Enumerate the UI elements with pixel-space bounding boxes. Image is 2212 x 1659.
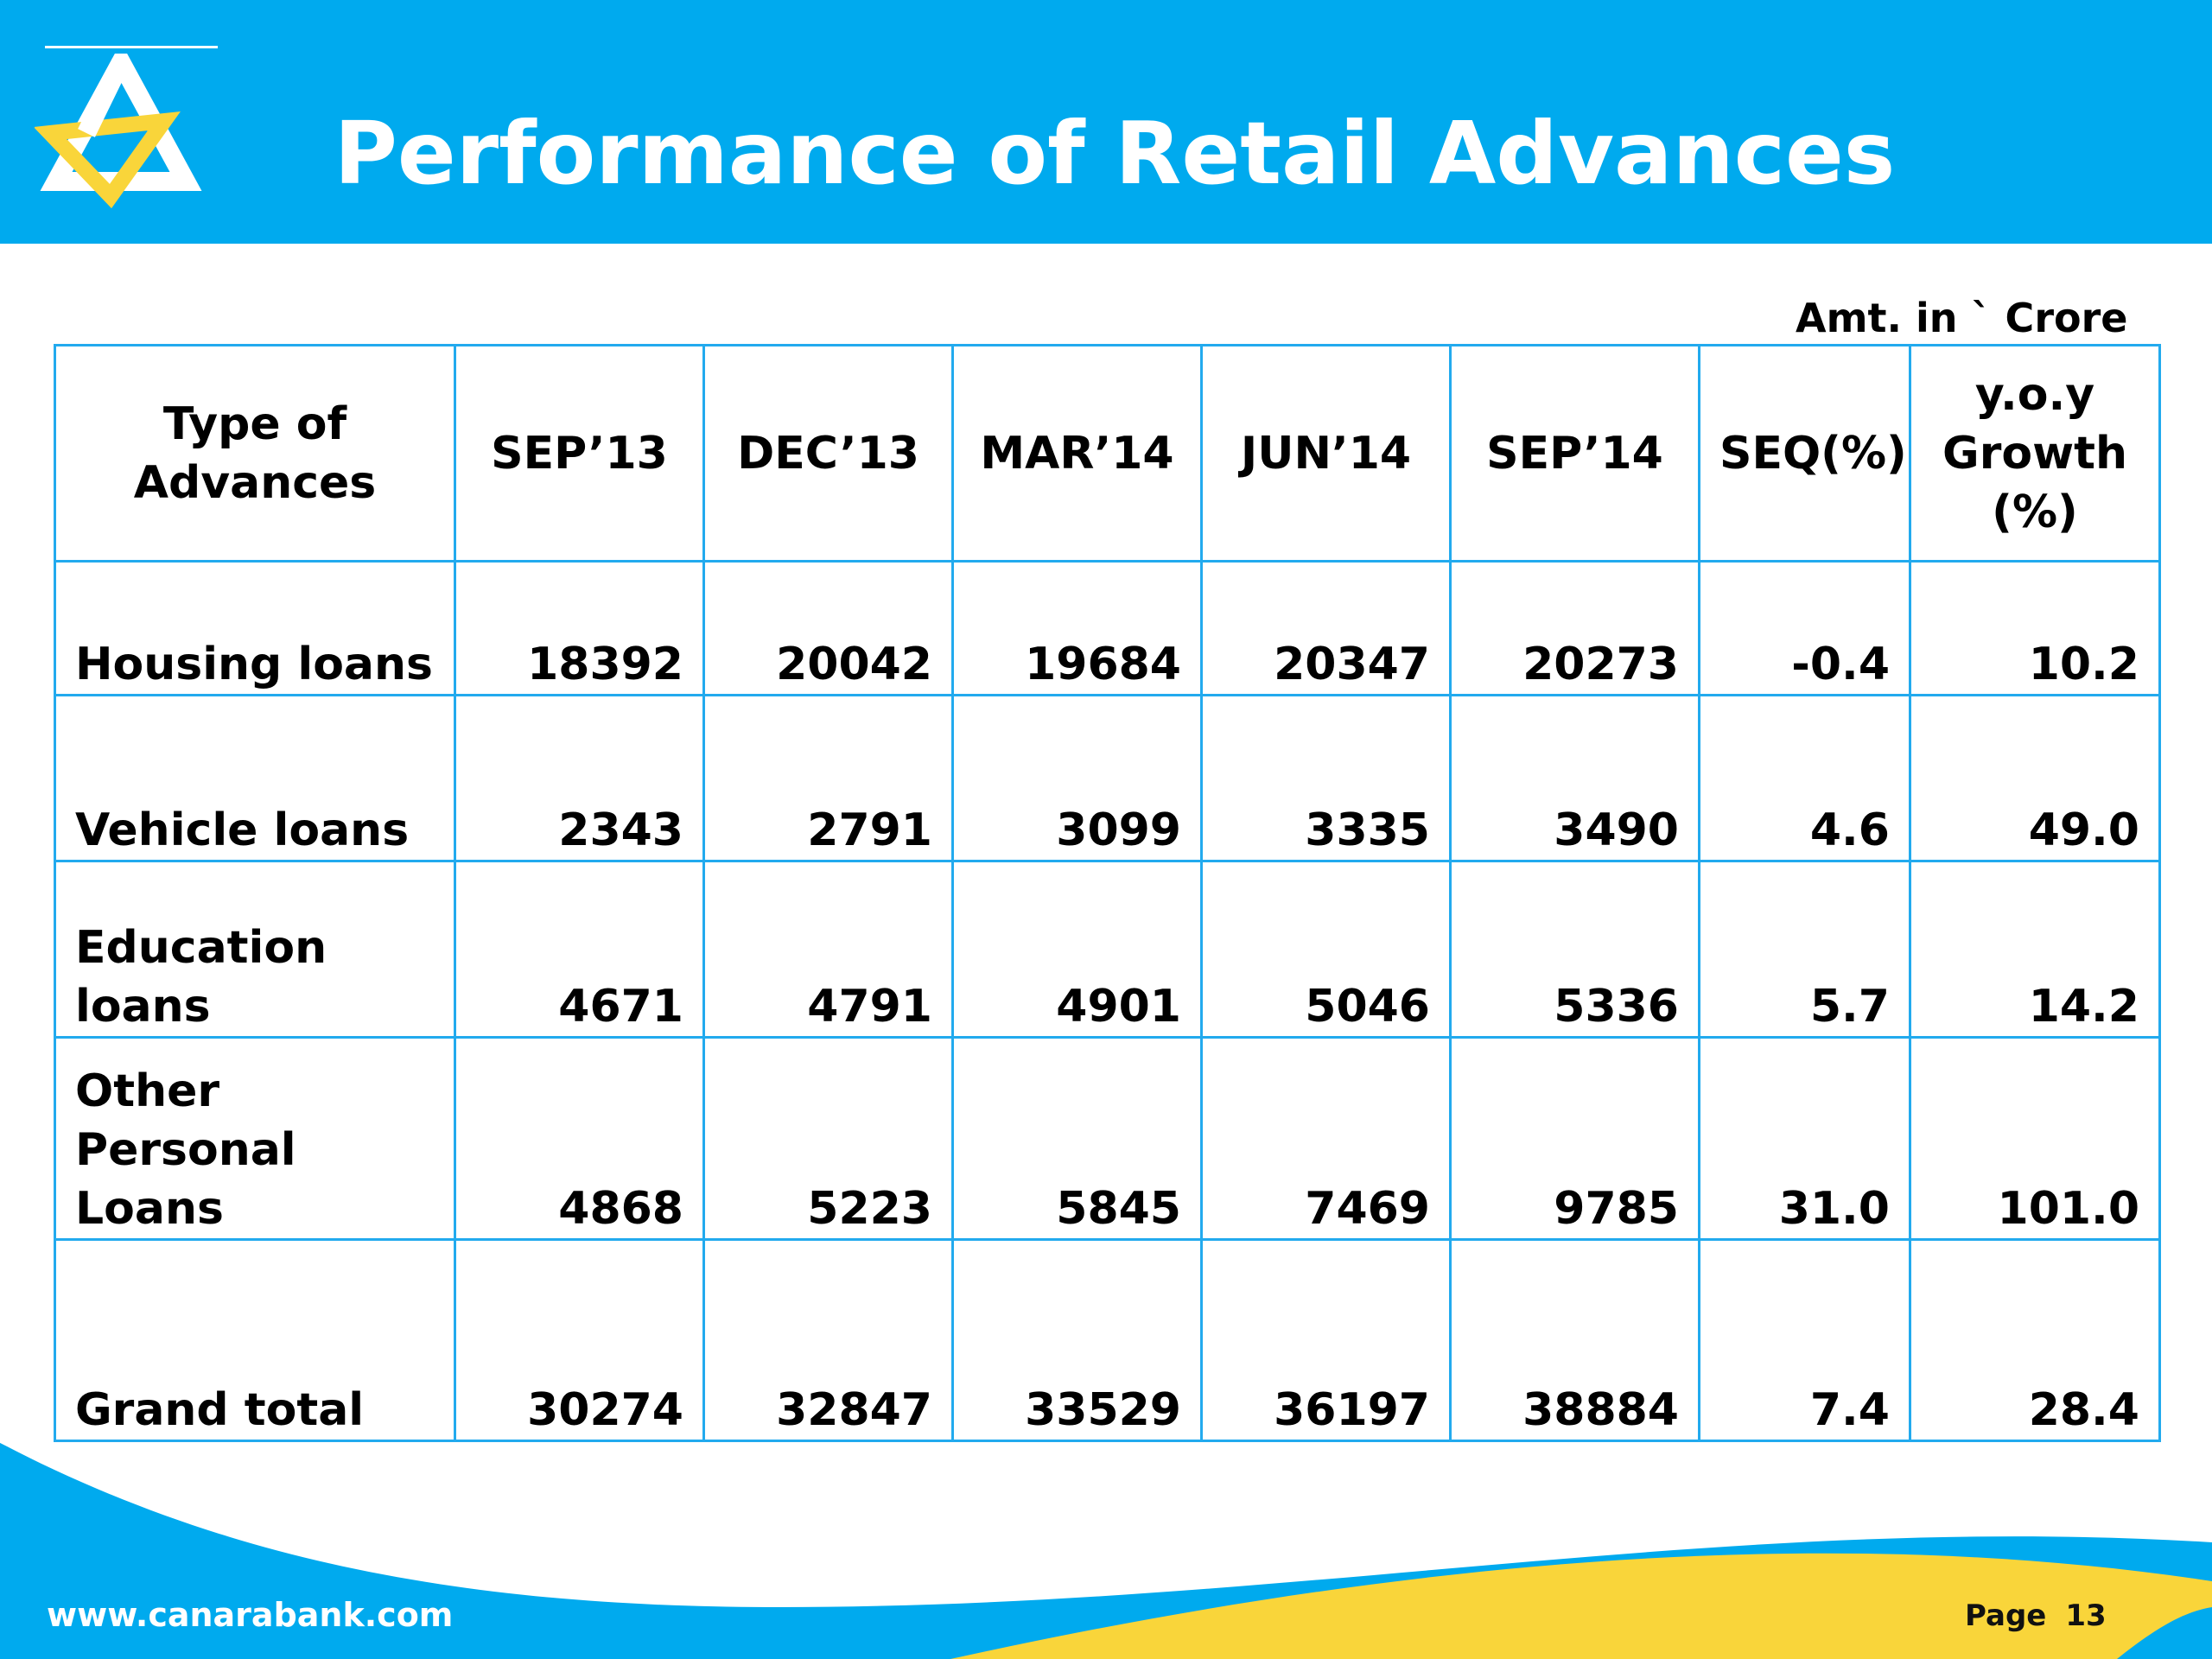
column-header-yoy: y.o.y Growth (%) <box>1909 344 2161 563</box>
cell-dec13: 2791 <box>702 694 954 862</box>
cell-dec13: 32847 <box>702 1238 954 1442</box>
cell-yoy: 49.0 <box>1909 694 2161 862</box>
page-title: Performance of Retail Advances <box>334 103 1896 204</box>
cell-sep14: 3490 <box>1449 694 1700 862</box>
cell-yoy: 101.0 <box>1909 1036 2161 1241</box>
table-row: Other Personal Loans 4868 5223 5845 7469… <box>54 1036 2161 1241</box>
retail-advances-table: Type of Advances SEP’13 DEC’13 MAR’14 JU… <box>54 344 2161 1442</box>
column-header-dec13: DEC’13 <box>702 344 954 563</box>
cell-mar14: 5845 <box>951 1036 1203 1241</box>
cell-dec13: 4791 <box>702 860 954 1039</box>
column-header-jun14: JUN’14 <box>1200 344 1452 563</box>
row-label: Education loans <box>54 860 456 1039</box>
cell-jun14: 36197 <box>1200 1238 1452 1442</box>
row-label: Grand total <box>54 1238 456 1442</box>
row-label: Housing loans <box>54 560 456 696</box>
cell-seq: 4.6 <box>1698 694 1911 862</box>
cell-yoy: 14.2 <box>1909 860 2161 1039</box>
footer-wave <box>0 1443 2212 1659</box>
canara-bank-logo-icon <box>35 54 202 209</box>
header-banner: Performance of Retail Advances <box>0 0 2212 244</box>
cell-sep13: 4671 <box>454 860 705 1039</box>
page-number: Page 13 <box>1965 1595 2107 1637</box>
page-label: Page <box>1965 1599 2047 1633</box>
row-label: Vehicle loans <box>54 694 456 862</box>
cell-jun14: 7469 <box>1200 1036 1452 1241</box>
cell-sep13: 2343 <box>454 694 705 862</box>
logo-accent-line <box>45 46 218 48</box>
table-row: Education loans 4671 4791 4901 5046 5336… <box>54 860 2161 1039</box>
column-header-type: Type of Advances <box>54 344 456 563</box>
cell-dec13: 5223 <box>702 1036 954 1241</box>
cell-sep13: 18392 <box>454 560 705 696</box>
cell-seq: 7.4 <box>1698 1238 1911 1442</box>
table-row: Grand total 30274 32847 33529 36197 3888… <box>54 1238 2161 1442</box>
cell-sep14: 20273 <box>1449 560 1700 696</box>
cell-dec13: 20042 <box>702 560 954 696</box>
cell-mar14: 3099 <box>951 694 1203 862</box>
cell-sep14: 9785 <box>1449 1036 1700 1241</box>
column-header-sep14: SEP’14 <box>1449 344 1700 563</box>
cell-sep14: 38884 <box>1449 1238 1700 1442</box>
page-number-value: 13 <box>2065 1599 2107 1633</box>
footer-website-link[interactable]: www.canarabank.com <box>47 1596 454 1634</box>
cell-mar14: 4901 <box>951 860 1203 1039</box>
cell-sep14: 5336 <box>1449 860 1700 1039</box>
cell-mar14: 33529 <box>951 1238 1203 1442</box>
cell-yoy: 28.4 <box>1909 1238 2161 1442</box>
column-header-sep13: SEP’13 <box>454 344 705 563</box>
table-row: Housing loans 18392 20042 19684 20347 20… <box>54 560 2161 696</box>
table-row: Vehicle loans 2343 2791 3099 3335 3490 4… <box>54 694 2161 862</box>
row-label: Other Personal Loans <box>54 1036 456 1241</box>
column-header-mar14: MAR’14 <box>951 344 1203 563</box>
column-header-seq: SEQ(%) <box>1698 344 1911 563</box>
cell-jun14: 5046 <box>1200 860 1452 1039</box>
cell-sep13: 30274 <box>454 1238 705 1442</box>
amount-unit-note: Amt. in ` Crore <box>1796 295 2128 341</box>
cell-seq: 5.7 <box>1698 860 1911 1039</box>
cell-mar14: 19684 <box>951 560 1203 696</box>
cell-seq: 31.0 <box>1698 1036 1911 1241</box>
cell-yoy: 10.2 <box>1909 560 2161 696</box>
cell-jun14: 3335 <box>1200 694 1452 862</box>
cell-jun14: 20347 <box>1200 560 1452 696</box>
cell-sep13: 4868 <box>454 1036 705 1241</box>
cell-seq: -0.4 <box>1698 560 1911 696</box>
table-header-row: Type of Advances SEP’13 DEC’13 MAR’14 JU… <box>54 344 2161 563</box>
